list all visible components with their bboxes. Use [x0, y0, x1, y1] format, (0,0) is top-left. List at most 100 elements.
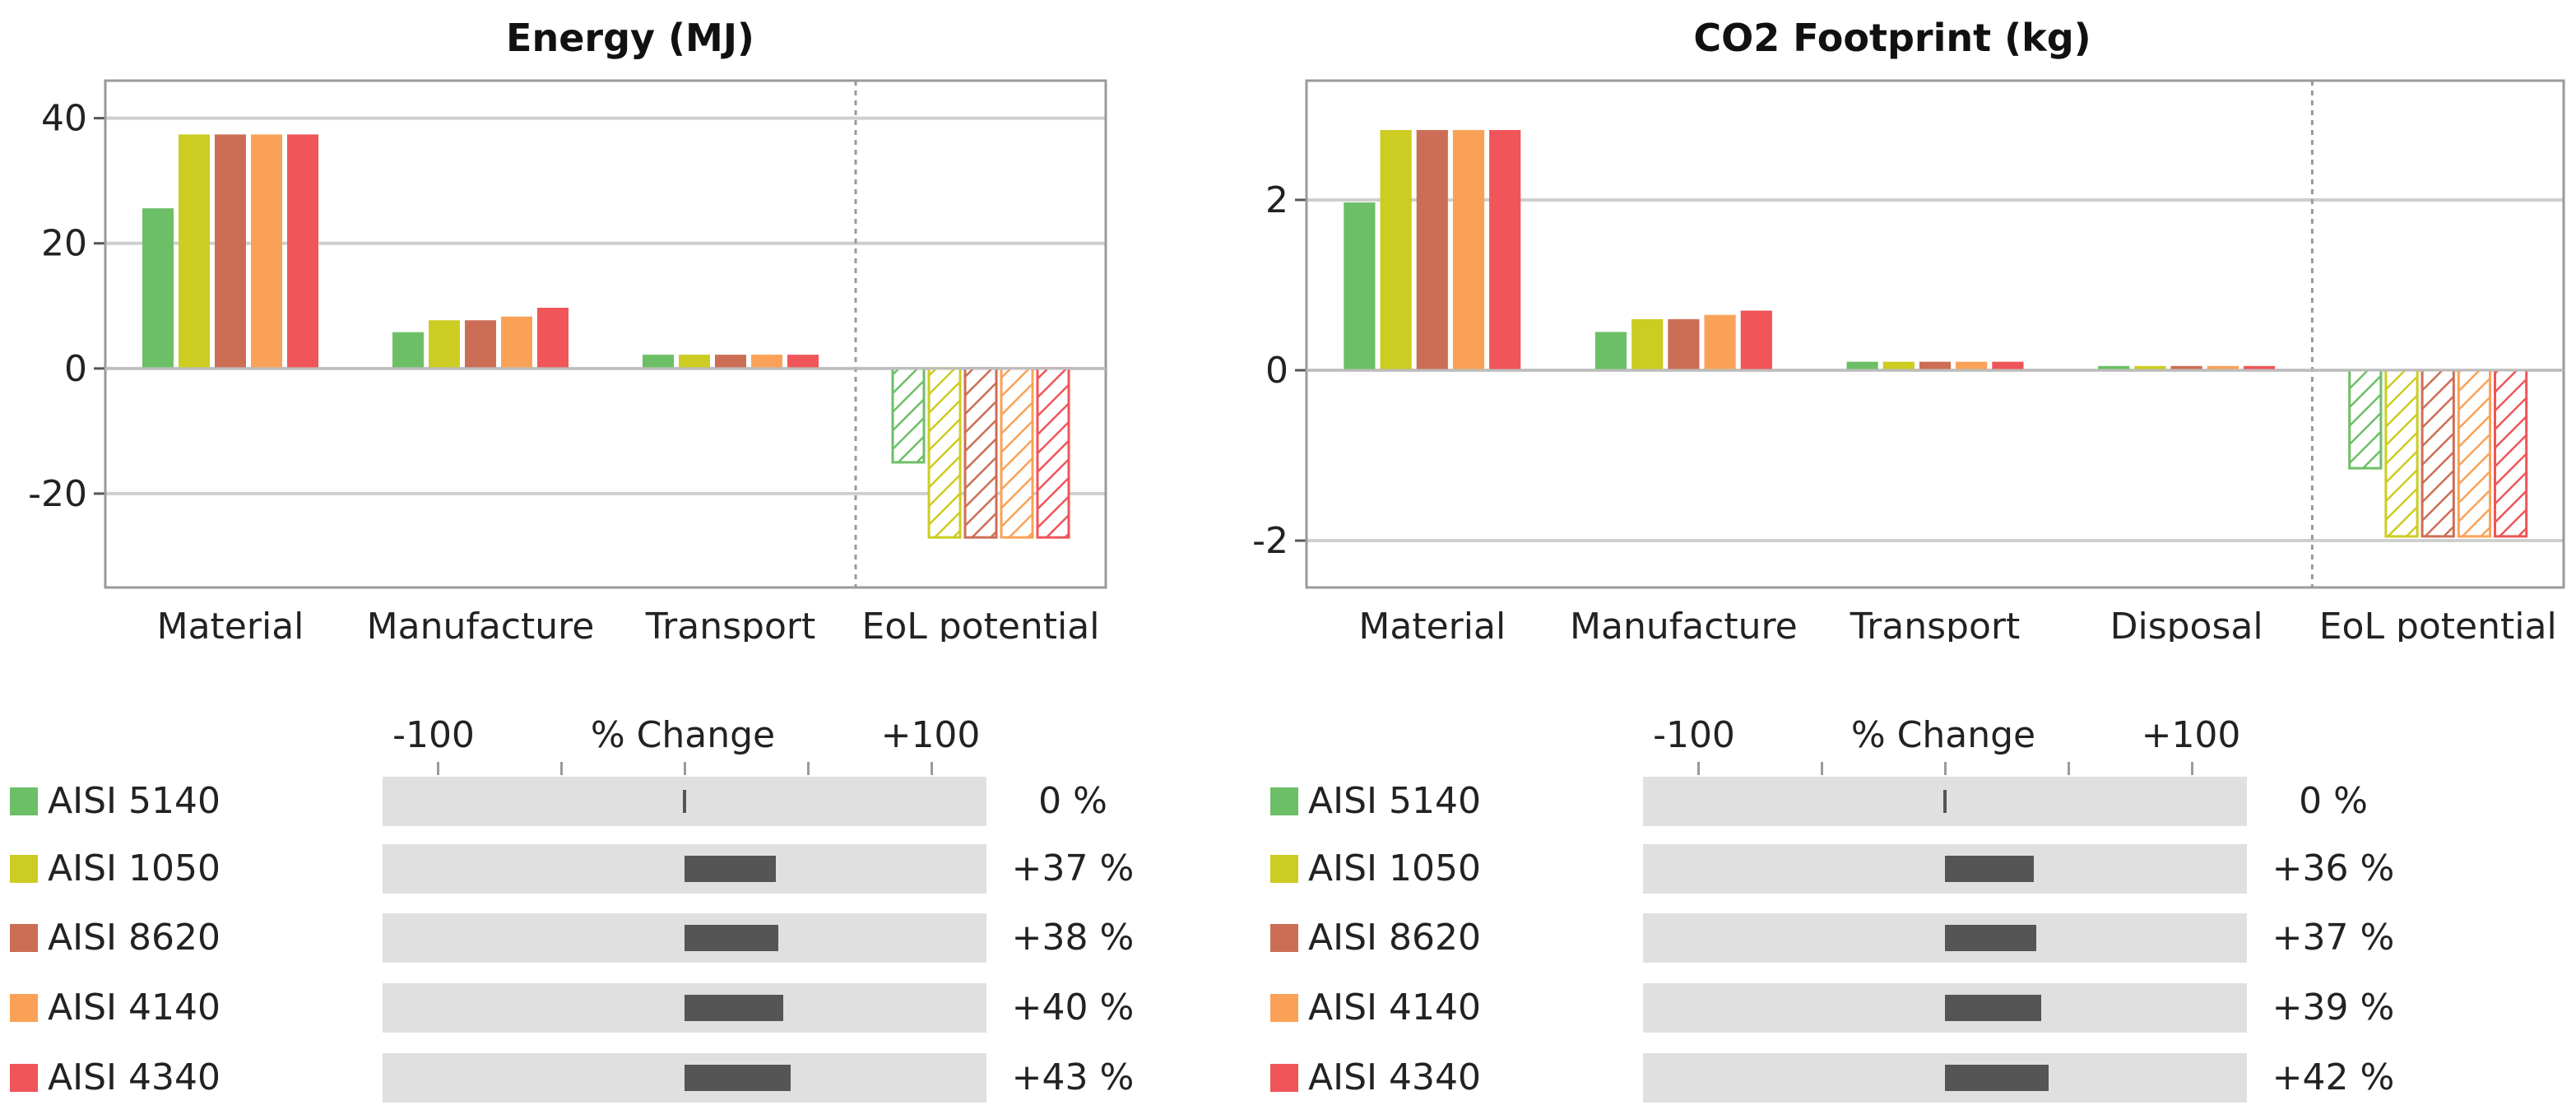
pct-change-track — [383, 983, 986, 1033]
legend-swatch — [10, 994, 38, 1022]
pct-change-value: +42 % — [2272, 1056, 2395, 1098]
bar-material-aisi-5140 — [1344, 202, 1376, 370]
bar-manufacture-aisi-8620 — [465, 320, 496, 369]
bar-manufacture-aisi-4340 — [1740, 310, 1772, 370]
pct-change-track — [383, 913, 986, 963]
pct-axis-tick — [1944, 762, 1947, 775]
legend-row: AISI 5140 0 % — [0, 777, 1193, 826]
bar-material-aisi-4140 — [251, 134, 282, 369]
legend-row: AISI 5140 0 % — [1260, 777, 2453, 826]
pct-axis-tick — [2068, 762, 2070, 775]
pct-change-track — [383, 844, 986, 894]
pct-change-track — [383, 777, 986, 826]
bar-eol-potential-aisi-8620 — [963, 367, 998, 539]
legend-swatch — [1270, 787, 1298, 815]
bar-manufacture-aisi-1050 — [429, 320, 460, 369]
y-tick-label: -2 — [1252, 520, 1288, 562]
bar-eol-potential-aisi-5140 — [891, 367, 926, 464]
pct-change-bar — [1945, 1065, 2049, 1091]
bar-disposal-aisi-1050 — [2134, 365, 2166, 370]
pct-change-track — [383, 1053, 986, 1103]
material-name: AISI 8620 — [1308, 917, 1481, 959]
legend-row: AISI 4340 +43 % — [0, 1053, 1193, 1103]
bar-eol-potential-aisi-4140 — [2457, 369, 2492, 538]
bar-transport-aisi-8620 — [715, 355, 746, 369]
bar-disposal-aisi-4340 — [2243, 365, 2276, 370]
pct-axis-tick — [1697, 762, 1700, 775]
material-name: AISI 8620 — [48, 917, 220, 959]
pct-change-zero-marker — [1943, 790, 1947, 813]
bar-eol-potential-aisi-1050 — [927, 367, 962, 539]
legend-swatch — [1270, 994, 1298, 1022]
legend-row: AISI 1050 +37 % — [0, 844, 1193, 894]
legend-row: AISI 8620 +37 % — [1260, 913, 2453, 963]
material-name: AISI 1050 — [1308, 847, 1481, 889]
y-tick-label: 2 — [1265, 179, 1288, 221]
legend-swatch — [10, 924, 38, 952]
co2-footprint-chart: CO2 Footprint (kg) -2 0 2 Material Manufactur… — [1252, 16, 2565, 642]
pct-axis-tick — [931, 762, 933, 775]
pct-axis-tick — [684, 762, 686, 775]
pct-axis-tick — [2191, 762, 2193, 775]
legend-row: AISI 4140 +40 % — [0, 983, 1193, 1033]
bar-transport-aisi-1050 — [1882, 361, 1915, 370]
bar-disposal-aisi-4140 — [2207, 365, 2239, 370]
legend-row: AISI 4340 +42 % — [1260, 1053, 2453, 1103]
bar-eol-potential-aisi-8620 — [2421, 369, 2455, 538]
pct-change-value: +39 % — [2272, 987, 2395, 1028]
bar-manufacture-aisi-4340 — [537, 308, 569, 369]
legend-swatch — [10, 1064, 38, 1092]
legend-swatch — [10, 787, 38, 815]
y-tick-label: 0 — [1265, 350, 1288, 392]
pct-change-track — [1643, 913, 2247, 963]
pct-axis-tick — [807, 762, 810, 775]
bar-material-aisi-4140 — [1452, 130, 1485, 370]
pct-change-track — [1643, 777, 2247, 826]
bar-manufacture-aisi-5140 — [1594, 332, 1627, 370]
pct-change-track — [1643, 1053, 2247, 1103]
bar-material-aisi-8620 — [1416, 130, 1448, 370]
bar-eol-potential-aisi-5140 — [2348, 369, 2383, 470]
bar-material-aisi-8620 — [215, 134, 246, 369]
pct-change-value: 0 % — [1038, 780, 1107, 822]
y-tick-label: 40 — [41, 98, 87, 140]
bar-transport-aisi-4140 — [1956, 361, 1988, 370]
legend-swatch — [1270, 1064, 1298, 1092]
pct-change-bar — [1945, 925, 2036, 951]
pct-change-bar — [1945, 995, 2041, 1021]
pct-change-value: +38 % — [1011, 917, 1135, 959]
pct-change-bar — [1945, 856, 2034, 882]
bar-eol-potential-aisi-4340 — [2494, 369, 2528, 538]
pct-axis-left-label: -100 — [1653, 714, 1735, 756]
bar-disposal-aisi-5140 — [2098, 365, 2130, 370]
x-category-label: EoL potential — [862, 606, 1100, 642]
pct-axis-left-label: -100 — [392, 714, 475, 756]
bar-transport-aisi-1050 — [679, 355, 710, 369]
x-category-label: Transport — [645, 606, 815, 642]
material-name: AISI 4340 — [48, 1056, 220, 1098]
pct-change-value: +43 % — [1011, 1056, 1135, 1098]
legend-row: AISI 1050 +36 % — [1260, 844, 2453, 894]
bar-eol-potential-aisi-4140 — [1000, 367, 1034, 539]
x-category-label: Manufacture — [367, 606, 595, 642]
legend-swatch — [10, 855, 38, 883]
x-category-label: EoL potential — [2319, 606, 2557, 642]
bar-material-aisi-1050 — [179, 134, 210, 369]
pct-change-bar — [685, 925, 778, 951]
pct-change-value: 0 % — [2299, 780, 2368, 822]
bar-eol-potential-aisi-1050 — [2384, 369, 2419, 538]
pct-change-value: +40 % — [1011, 987, 1135, 1028]
material-name: AISI 4140 — [48, 987, 220, 1028]
bar-transport-aisi-5140 — [643, 355, 674, 369]
pct-change-track — [1643, 844, 2247, 894]
x-category-label: Manufacture — [1570, 606, 1798, 642]
pct-axis-center-label: % Change — [590, 714, 776, 756]
x-category-label: Disposal — [2110, 606, 2263, 642]
material-name: AISI 1050 — [48, 847, 220, 889]
pct-change-track — [1643, 983, 2247, 1033]
legend-swatch — [1270, 924, 1298, 952]
material-name: AISI 4340 — [1308, 1056, 1481, 1098]
pct-axis-right-label: +100 — [2141, 714, 2241, 756]
bar-transport-aisi-5140 — [1846, 361, 1878, 370]
